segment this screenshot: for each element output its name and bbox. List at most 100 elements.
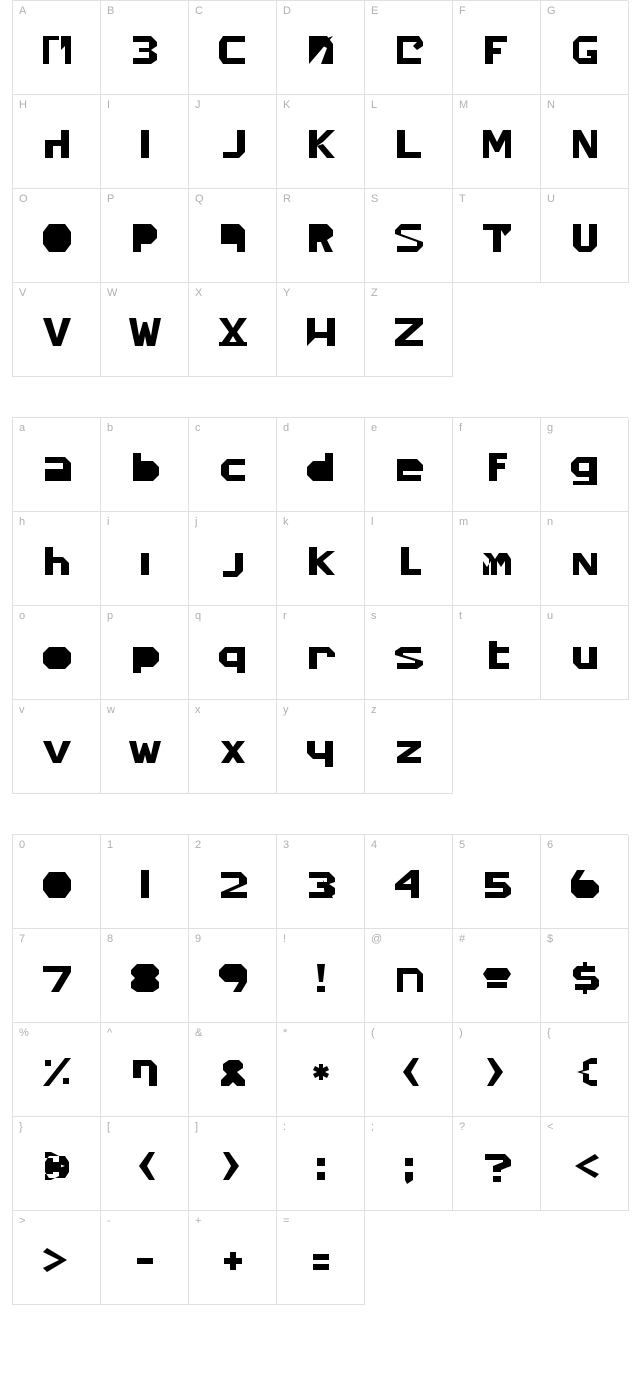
cell-label: U — [547, 193, 555, 205]
glyph-grid: ABCDEFGHIJKLMNOPQRSTUVWXYZ — [12, 0, 628, 377]
cell-label: E — [371, 5, 378, 17]
glyph-cell: % — [13, 1023, 101, 1117]
glyph-cell: l — [365, 512, 453, 606]
glyph-cell: > — [13, 1211, 101, 1305]
glyph-icon — [301, 1240, 341, 1280]
glyph-cell: 7 — [13, 929, 101, 1023]
glyph-cell: W — [101, 283, 189, 377]
glyph-cell: 5 — [453, 835, 541, 929]
glyph-cell: 1 — [101, 835, 189, 929]
glyph-grid: abcdefghijklmnopqrstuvwxyz — [12, 417, 628, 794]
cell-label: % — [19, 1027, 29, 1039]
glyph-cell: Z — [365, 283, 453, 377]
glyph-icon — [565, 447, 605, 487]
cell-label: F — [459, 5, 466, 17]
glyph-cell: U — [541, 189, 629, 283]
glyph-cell: s — [365, 606, 453, 700]
cell-label: g — [547, 422, 553, 434]
cell-label: Q — [195, 193, 204, 205]
cell-label: M — [459, 99, 468, 111]
cell-label: t — [459, 610, 462, 622]
cell-label: y — [283, 704, 289, 716]
cell-label: s — [371, 610, 377, 622]
glyph-cell: h — [13, 512, 101, 606]
glyph-cell: p — [101, 606, 189, 700]
glyph-cell: < — [541, 1117, 629, 1211]
cell-label: j — [195, 516, 197, 528]
glyph-icon — [125, 864, 165, 904]
glyph-icon — [477, 218, 517, 258]
cell-label: x — [195, 704, 201, 716]
glyph-icon — [477, 1052, 517, 1092]
cell-label: a — [19, 422, 25, 434]
glyph-cell: q — [189, 606, 277, 700]
glyph-cell: 6 — [541, 835, 629, 929]
glyph-cell: f — [453, 418, 541, 512]
glyph-cell: e — [365, 418, 453, 512]
cell-label: 8 — [107, 933, 113, 945]
glyph-icon — [301, 729, 341, 769]
cell-label: 6 — [547, 839, 553, 851]
glyph-icon — [301, 541, 341, 581]
glyph-cell: y — [277, 700, 365, 794]
cell-label: 4 — [371, 839, 377, 851]
glyph-cell: x — [189, 700, 277, 794]
glyph-cell: t — [453, 606, 541, 700]
glyph-cell: Y — [277, 283, 365, 377]
glyph-icon — [565, 1052, 605, 1092]
glyph-icon — [565, 864, 605, 904]
glyph-cell: c — [189, 418, 277, 512]
glyph-cell: T — [453, 189, 541, 283]
glyph-cell: ^ — [101, 1023, 189, 1117]
glyph-icon — [389, 124, 429, 164]
glyph-icon — [213, 124, 253, 164]
glyph-icon — [37, 729, 77, 769]
cell-label: m — [459, 516, 468, 528]
cell-label: D — [283, 5, 291, 17]
cell-label: W — [107, 287, 117, 299]
glyph-icon — [477, 958, 517, 998]
cell-label: @ — [371, 933, 382, 945]
glyph-icon — [301, 958, 341, 998]
glyph-icon — [37, 124, 77, 164]
cell-label: H — [19, 99, 27, 111]
glyph-cell: 0 — [13, 835, 101, 929]
glyph-cell: k — [277, 512, 365, 606]
glyph-icon — [213, 958, 253, 998]
glyph-icon — [477, 541, 517, 581]
cell-label: 2 — [195, 839, 201, 851]
glyph-icon — [477, 124, 517, 164]
glyph-icon — [125, 958, 165, 998]
cell-label: G — [547, 5, 556, 17]
glyph-cell: V — [13, 283, 101, 377]
cell-label: # — [459, 933, 465, 945]
glyph-icon — [213, 447, 253, 487]
glyph-cell: ] — [189, 1117, 277, 1211]
glyph-cell: 3 — [277, 835, 365, 929]
glyph-cell: # — [453, 929, 541, 1023]
cell-label: : — [283, 1121, 286, 1133]
glyph-cell: L — [365, 95, 453, 189]
cell-label: B — [107, 5, 114, 17]
cell-label: o — [19, 610, 25, 622]
glyph-cell: $ — [541, 929, 629, 1023]
glyph-icon — [301, 312, 341, 352]
glyph-cell: * — [277, 1023, 365, 1117]
cell-label: 0 — [19, 839, 25, 851]
glyph-icon — [565, 30, 605, 70]
glyph-icon — [213, 864, 253, 904]
glyph-cell: O — [13, 189, 101, 283]
glyph-cell: + — [189, 1211, 277, 1305]
glyph-cell: ) — [453, 1023, 541, 1117]
glyph-icon — [213, 729, 253, 769]
cell-label: J — [195, 99, 201, 111]
glyph-cell: z — [365, 700, 453, 794]
cell-label: X — [195, 287, 202, 299]
glyph-cell: @ — [365, 929, 453, 1023]
cell-label: ( — [371, 1027, 375, 1039]
glyph-cell: 2 — [189, 835, 277, 929]
glyph-cell: 9 — [189, 929, 277, 1023]
glyph-cell: : — [277, 1117, 365, 1211]
cell-label: > — [19, 1215, 25, 1227]
cell-label: h — [19, 516, 25, 528]
